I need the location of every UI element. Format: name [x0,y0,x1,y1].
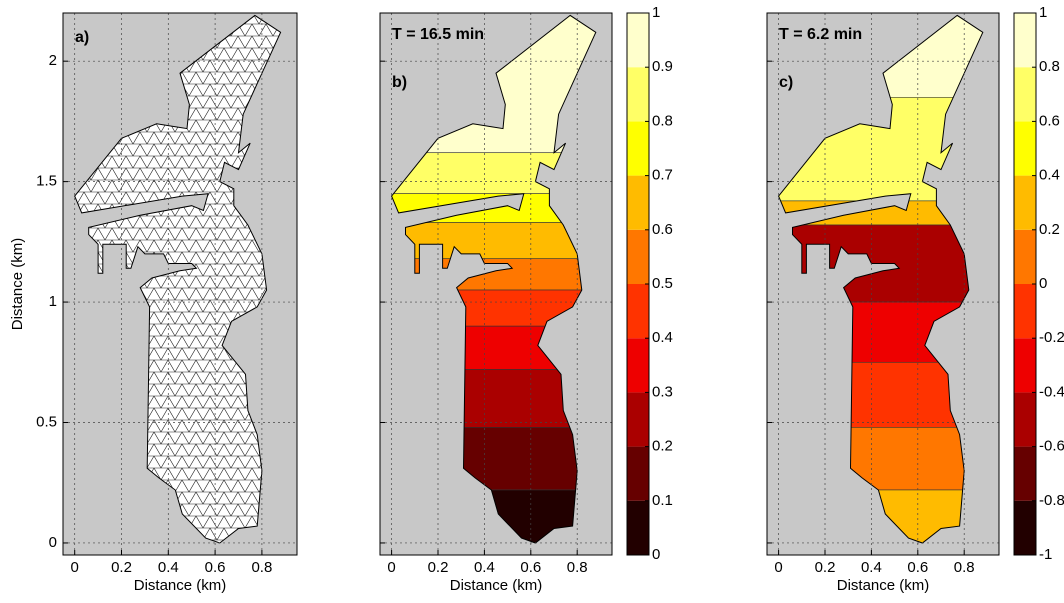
colorbar-tick-label: -0.6 [1039,438,1064,455]
y-tick-label: 1.5 [36,173,57,190]
colorbar-tick-label: 1 [652,4,660,21]
colorbar-band [627,447,649,501]
colorbar-tick-label: 0.3 [652,383,673,400]
panel-label: a) [75,29,89,46]
x-tick-label: 0.2 [428,559,449,576]
panel: -1 -0.8 -0.6 -0.4 -0.2 0 0.2 0.4 0.6 0.8 1 T = 6.2 … [767,0,1064,594]
panel-label: b) [392,74,407,91]
colorbar-tick-label: 0.4 [652,329,673,346]
colorbar-band [627,284,649,338]
colorbar-tick-label: 0.9 [652,58,673,75]
x-tick-label: 0.4 [861,559,882,576]
panel-label: c) [779,74,793,91]
colorbar-band [1014,501,1036,555]
colorbar-band [1014,176,1036,230]
colorbar-band [627,13,649,67]
colorbar-band [1014,13,1036,67]
x-tick-label: 0.6 [520,559,541,576]
y-tick-label: 1 [49,293,57,310]
x-tick-label: 0.8 [954,559,975,576]
colorbar-tick-label: 0.8 [652,112,673,129]
colorbar-band [1014,392,1036,446]
x-axis-label: Distance (km) [134,577,227,594]
panel: 00.10.20.30.40.50.60.70.80.91T = 16.5 mi… [380,0,673,594]
panel-title: T = 6.2 min [779,26,862,43]
x-tick-label: 0.4 [474,559,495,576]
colorbar-band [627,501,649,555]
colorbar-band [627,230,649,284]
x-tick-label: 0.4 [158,559,179,576]
y-axis-label: Distance (km) [9,238,26,331]
colorbar-tick-label: 0 [1039,275,1047,292]
colorbar-tick-label: 0.7 [652,167,673,184]
colorbar-tick-label: 1 [1039,4,1047,21]
colorbar-band [627,176,649,230]
x-axis-label: Distance (km) [450,577,543,594]
figure: 0 0.2 0.4 0.6 0.8 0 0.5 1 1.5 2 a) Distance (km) Dis… [0,0,1064,603]
colorbar-band [627,338,649,392]
colorbar-tick-label: 0.2 [652,438,673,455]
x-tick-label: 0.2 [815,559,836,576]
colorbar-band [1014,447,1036,501]
x-tick-label: 0 [387,559,395,576]
colorbar-tick-label: 0.5 [652,275,673,292]
colorbar-tick-label: 0.6 [652,221,673,238]
colorbar-band [627,67,649,121]
colorbar-tick-label: 0.8 [1039,58,1060,75]
colorbar-tick-label: -0.2 [1039,329,1064,346]
colorbar-tick-label: 0.2 [1039,221,1060,238]
x-tick-label: 0 [774,559,782,576]
x-tick-label: 0.6 [907,559,928,576]
colorbar-tick-label: -0.4 [1039,383,1064,400]
x-tick-label: 0 [71,559,79,576]
colorbar-band [627,121,649,175]
y-tick-label: 0 [49,534,57,551]
colorbar-band [627,392,649,446]
colorbar-band [1014,121,1036,175]
x-tick-label: 0.8 [567,559,588,576]
colorbar-tick-label: 0 [652,546,660,563]
colorbar-band [1014,284,1036,338]
x-axis-label: Distance (km) [837,577,930,594]
x-tick-label: 0.2 [111,559,132,576]
colorbar-tick-label: -0.8 [1039,492,1064,509]
x-tick-label: 0.6 [205,559,226,576]
colorbar-tick-label: 0.6 [1039,112,1060,129]
colorbar-tick-label: 0.4 [1039,167,1060,184]
colorbar-band [1014,338,1036,392]
colorbar-band [1014,67,1036,121]
x-tick-label: 0.8 [251,559,272,576]
y-tick-label: 0.5 [36,413,57,430]
colorbar-tick-label: -1 [1039,546,1052,563]
colorbar-tick-label: 0.1 [652,492,673,509]
y-tick-label: 2 [49,52,57,69]
colorbar-band [1014,230,1036,284]
panel: 0 0.2 0.4 0.6 0.8 0 0.5 1 1.5 2 a) Distance (km) Dis… [9,13,297,594]
